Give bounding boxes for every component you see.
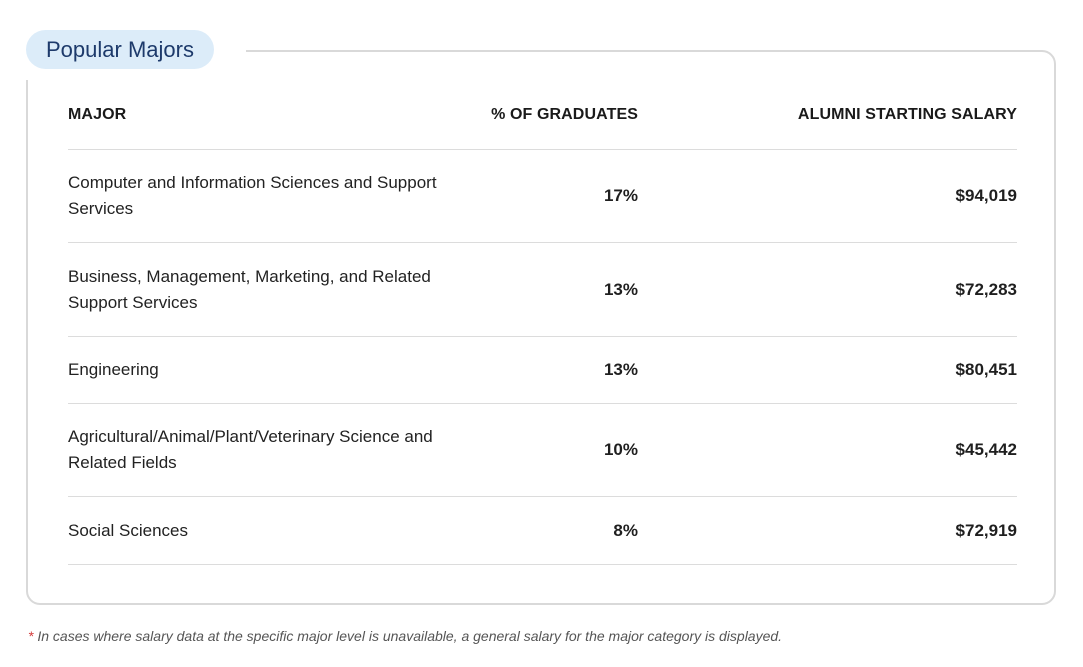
starting-salary: $45,442 [955,440,1017,459]
percent-graduates: 13% [603,279,638,299]
starting-salary: $94,019 [955,186,1017,205]
header-starting-salary: ALUMNI STARTING SALARY [797,105,1017,123]
percent-graduates: 8% [613,520,638,540]
table-header-row: MAJOR % OF GRADUATES ALUMNI STARTING SAL… [68,80,1017,150]
percent-graduates: 17% [603,186,638,205]
section-title: Popular Majors [26,30,214,69]
percent-graduates: 13% [603,360,638,379]
starting-salary: $72,919 [955,520,1017,540]
major-name: Agricultural/Animal/Plant/Veterinary Sci… [68,427,433,472]
major-name: Social Sciences [68,520,189,540]
percent-graduates: 10% [603,440,638,459]
table-row: Engineering 13% $80,451 [68,337,1017,404]
table-row: Agricultural/Animal/Plant/Veterinary Sci… [68,404,1017,497]
starting-salary: $80,451 [955,360,1017,379]
major-name: Business, Management, Marketing, and Rel… [68,266,431,312]
popular-majors-card [26,50,1056,605]
major-name: Engineering [68,360,159,379]
footnote-text: In cases where salary data at the specif… [33,628,783,644]
table-row: Computer and Information Sciences and Su… [68,150,1017,243]
footnote-asterisk: * [28,628,34,644]
header-major: MAJOR [68,105,127,123]
table-row: Social Sciences 8% $72,919 [68,497,1017,565]
starting-salary: $72,283 [955,279,1017,299]
majors-table: MAJOR % OF GRADUATES ALUMNI STARTING SAL… [68,80,1017,565]
header-percent-graduates: % OF GRADUATES [491,105,638,123]
major-name: Computer and Information Sciences and Su… [68,173,437,218]
table-row: Business, Management, Marketing, and Rel… [68,243,1017,337]
salary-footnote: * In cases where salary data at the spec… [28,628,782,644]
